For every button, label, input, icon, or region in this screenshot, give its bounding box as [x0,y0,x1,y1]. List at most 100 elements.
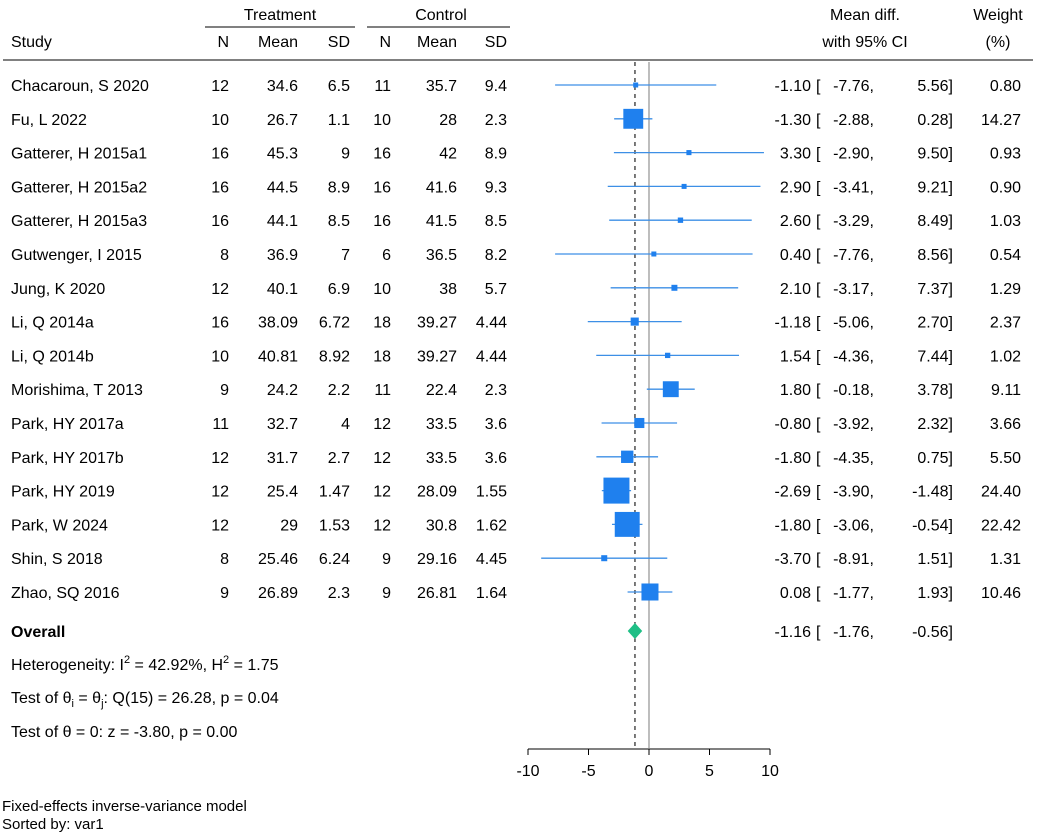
control-sd: 4.44 [476,315,507,332]
heterogeneity-end: = 1.75 [229,657,278,674]
treatment-n: 9 [220,382,229,399]
mean-diff-value: 2.90 [780,179,811,196]
heterogeneity-stat: Heterogeneity: I2 = 42.92%, H2 = 1.75 [11,654,279,674]
ci-upper: 5.56] [917,78,953,95]
treatment-mean: 32.7 [267,416,298,433]
weight-value: 2.37 [990,315,1021,332]
treatment-n: 11 [212,416,229,433]
control-n: 11 [374,78,391,95]
effect-marker [634,417,645,429]
treatment-sd: 8.92 [319,348,350,365]
study-row: Gatterer, H 2015a2 16 44.5 8.9 16 41.6 9.3 2.90… [11,179,1021,196]
x-tick-label: -5 [581,763,595,780]
weight-value: 0.90 [990,179,1021,196]
ci-open-bracket: [ [816,551,821,568]
study-name: Li, Q 2014a [11,315,94,332]
effect-marker [601,555,608,562]
group-header-treatment: Treatment [244,7,317,24]
control-sd: 8.5 [485,213,507,230]
overall-diamond [627,623,643,639]
treatment-mean: 24.2 [267,382,298,399]
control-sd: 2.3 [485,112,507,129]
x-tick-label: 0 [645,763,654,780]
ci-lower: -5.06, [833,315,874,332]
ci-upper: -1.48] [912,484,953,501]
overall-effect-test: Test of θ = 0: z = -3.80, p = 0.00 [11,724,237,741]
ci-upper: 0.28] [917,112,953,129]
treatment-n: 8 [220,247,229,264]
study-name: Park, HY 2017b [11,450,124,467]
header-weight-line1: Weight [973,7,1023,24]
treatment-n: 12 [211,281,229,298]
ci-upper: 1.51] [917,551,953,568]
ci-open-bracket: [ [816,179,821,196]
treatment-n: 12 [211,517,229,534]
study-row: Jung, K 2020 12 40.1 6.9 10 38 5.7 2.10 [-3.17, 7… [11,281,1021,298]
study-name: Morishima, T 2013 [11,382,143,399]
overall-ci-lower: -1.76, [833,624,874,641]
ci-open-bracket: [ [816,517,821,534]
homogeneity-test: Test of θi = θj: Q(15) = 26.28, p = 0.04 [11,690,279,710]
study-row: Morishima, T 2013 9 24.2 2.2 11 22.4 2.3 1.80 [-… [11,381,1021,399]
ci-upper: 8.56] [917,247,953,264]
mean-diff-value: 2.60 [780,213,811,230]
header-effect-line2: with 95% CI [821,34,907,51]
mean-diff-value: 3.30 [780,146,811,163]
ci-upper: 9.21] [917,179,953,196]
model-note: Fixed-effects inverse-variance model [2,798,247,815]
effect-marker [623,108,644,129]
effect-marker [630,317,639,326]
treatment-n: 16 [211,146,229,163]
homogeneity-test-end: : Q(15) = 26.28, p = 0.04 [104,690,279,707]
effect-marker [633,82,639,88]
study-name: Gatterer, H 2015a1 [11,146,147,163]
ci-upper: 2.32] [917,416,953,433]
study-name: Zhao, SQ 2016 [11,585,120,602]
ci-lower: -3.92, [833,416,874,433]
study-name: Jung, K 2020 [11,281,105,298]
x-tick-label: 5 [705,763,714,780]
control-mean: 22.4 [426,382,457,399]
control-mean: 29.16 [417,551,457,568]
control-mean: 41.5 [426,213,457,230]
treatment-sd: 1.53 [319,517,350,534]
effect-marker [664,352,671,359]
ci-upper: 9.50] [917,146,953,163]
study-row: Park, W 2024 12 29 1.53 12 30.8 1.62 -1.80[-3.0… [11,511,1021,537]
mean-diff-value: -2.69 [775,484,812,501]
mean-diff-value: -1.80 [775,517,812,534]
weight-value: 0.80 [990,78,1021,95]
control-mean: 42 [439,146,457,163]
control-mean: 28.09 [417,484,457,501]
mean-diff-value: 1.80 [780,382,811,399]
overall-ci-upper: -0.56] [912,624,953,641]
study-row: Shin, S 2018 8 25.46 6.24 9 29.16 4.45 -3.70[-8… [11,551,1021,568]
study-row: Fu, L 2022 10 26.7 1.1 10 28 2.3 -1.30[-2.88, 0.… [11,108,1021,129]
treatment-sd: 8.5 [328,213,350,230]
ci-open-bracket: [ [816,213,821,230]
control-sd: 5.7 [485,281,507,298]
header-c-mean: Mean [417,34,457,51]
treatment-sd: 2.2 [328,382,350,399]
treatment-n: 9 [220,585,229,602]
ci-open-bracket: [ [816,281,821,298]
ci-open-bracket: [ [816,585,821,602]
ci-lower: -3.90, [833,484,874,501]
treatment-n: 16 [211,213,229,230]
study-row: Li, Q 2014a 16 38.09 6.72 18 39.27 4.44 -1.18[-… [11,315,1021,332]
treatment-mean: 40.81 [258,348,298,365]
weight-value: 1.31 [990,551,1021,568]
weight-value: 9.11 [991,382,1021,399]
effect-marker [686,150,692,156]
treatment-sd: 2.3 [328,585,350,602]
control-mean: 26.81 [417,585,457,602]
control-n: 9 [382,585,391,602]
control-n: 10 [373,112,391,129]
control-sd: 1.64 [476,585,507,602]
ci-upper: 3.78] [917,382,953,399]
treatment-mean: 38.09 [258,315,298,332]
homogeneity-test-subscript: i [71,698,73,710]
ci-lower: -7.76, [833,78,874,95]
study-row: Park, HY 2019 12 25.4 1.47 12 28.09 1.55 -2.69[… [11,477,1021,504]
treatment-n: 12 [211,78,229,95]
